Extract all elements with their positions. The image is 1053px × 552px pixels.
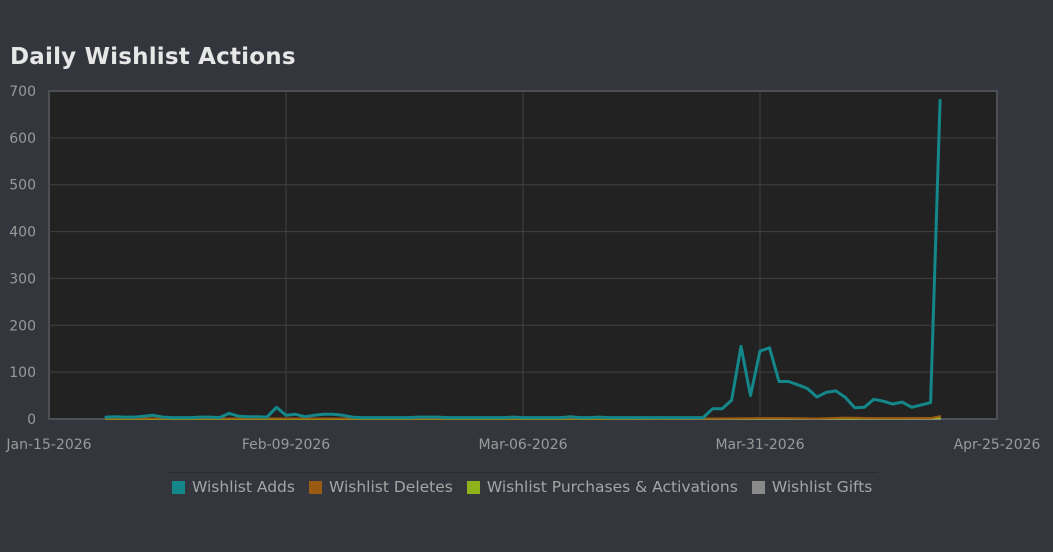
- y-tick-label: 700: [9, 84, 36, 100]
- legend-label: Wishlist Gifts: [771, 478, 873, 496]
- legend-label: Wishlist Purchases & Activations: [486, 478, 738, 496]
- legend-item[interactable]: Wishlist Deletes: [305, 478, 453, 496]
- y-tick-label: 100: [9, 365, 36, 381]
- chart-title: Daily Wishlist Actions: [10, 44, 296, 70]
- y-tick-label: 500: [9, 178, 36, 194]
- legend-item[interactable]: Wishlist Purchases & Activations: [463, 478, 738, 496]
- legend-label: Wishlist Deletes: [328, 478, 453, 496]
- x-tick-label: Apr-25-2026: [954, 437, 1041, 453]
- legend-swatch: [172, 480, 185, 494]
- x-tick-label: Mar-31-2026: [715, 437, 804, 453]
- x-tick-label: Jan-15-2026: [5, 437, 91, 453]
- x-tick-label: Feb-09-2026: [242, 437, 330, 453]
- legend-swatch: [751, 480, 765, 494]
- y-tick-label: 300: [9, 271, 36, 287]
- legend-item[interactable]: Wishlist Adds: [168, 478, 295, 496]
- y-tick-label: 600: [9, 131, 36, 147]
- x-tick-label: Mar-06-2026: [478, 437, 567, 453]
- y-tick-label: 200: [9, 318, 36, 334]
- legend-item[interactable]: Wishlist Gifts: [748, 478, 873, 496]
- legend-swatch: [308, 480, 322, 494]
- y-tick-label: 0: [27, 412, 36, 428]
- legend-swatch: [466, 480, 480, 494]
- series-line-wishlist-adds: [104, 98, 942, 420]
- chart-legend: Wishlist Adds Wishlist Deletes Wishlist Pu…: [168, 472, 878, 501]
- legend-label: Wishlist Adds: [192, 478, 295, 496]
- y-tick-label: 400: [9, 225, 36, 241]
